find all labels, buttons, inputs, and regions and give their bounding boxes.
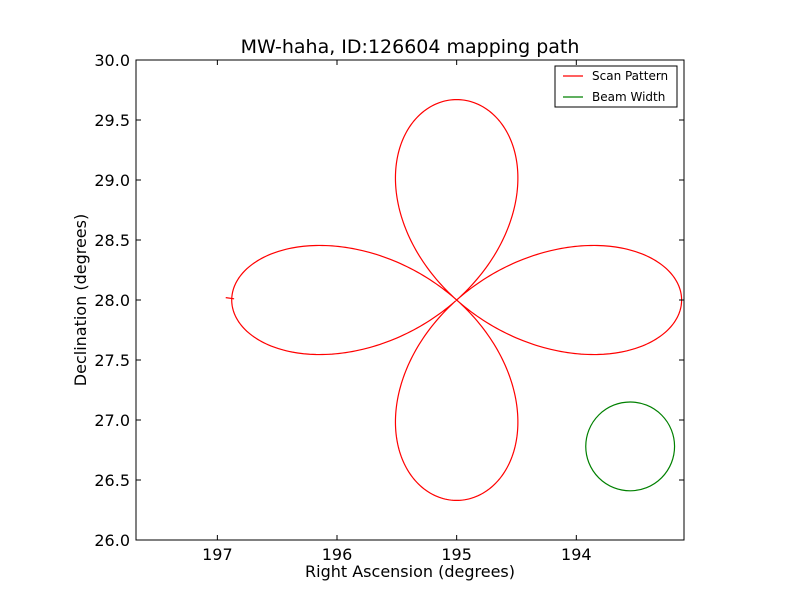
data-layer: [225, 98, 683, 502]
x-axis-label: Right Ascension (degrees): [305, 562, 515, 581]
chart-title: MW-haha, ID:126604 mapping path: [241, 36, 580, 58]
y-tick-label: 29.5: [94, 111, 130, 130]
y-tick-label: 27.5: [94, 351, 130, 370]
y-tick-label: 26.0: [94, 531, 130, 550]
x-tick-label: 197: [202, 545, 233, 564]
legend-box: [554, 65, 678, 108]
plot-axes: 197 196 195 194 26.0 26.5 27.0 27.5 28.0 28.5 29.…: [94, 51, 685, 564]
y-axis-ticks: 26.0 26.5 27.0 27.5 28.0 28.5 29.0 29.5 30.0: [94, 51, 684, 550]
legend-label-beam-width: Beam Width: [592, 90, 665, 104]
legend-label-scan-pattern: Scan Pattern: [592, 69, 668, 83]
y-tick-label: 28.0: [94, 291, 130, 310]
y-tick-label: 27.0: [94, 411, 130, 430]
x-tick-label: 196: [322, 545, 353, 564]
beam-width-circle: [585, 401, 676, 492]
y-tick-label: 30.0: [94, 51, 130, 70]
scan-pattern-start-segment: [225, 297, 235, 300]
x-axis-ticks: 197 196 195 194: [202, 60, 592, 564]
y-tick-label: 26.5: [94, 471, 130, 490]
legend: Scan Pattern Beam Width: [554, 65, 678, 108]
y-tick-label: 28.5: [94, 231, 130, 250]
y-tick-label: 29.0: [94, 171, 130, 190]
y-axis-label: Declination (degrees): [71, 214, 90, 386]
x-tick-label: 195: [441, 545, 472, 564]
x-tick-label: 194: [561, 545, 592, 564]
scan-pattern-line: [231, 98, 683, 502]
